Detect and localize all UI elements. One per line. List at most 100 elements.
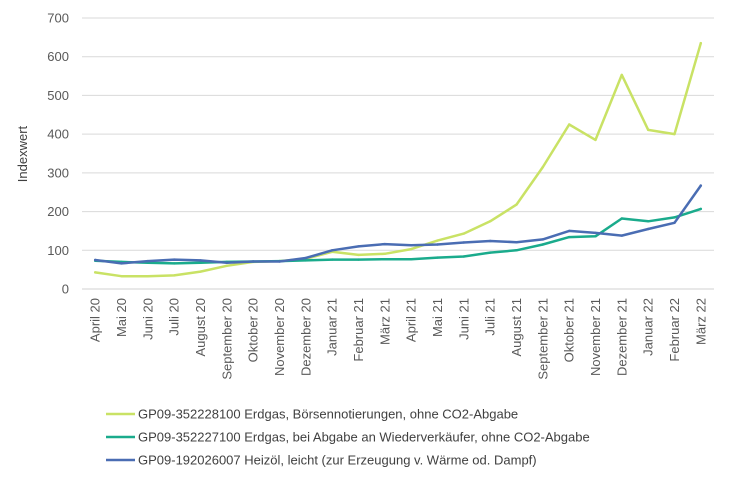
y-tick-label: 400 [47, 127, 69, 142]
data-point [357, 253, 360, 257]
x-tick-label: Oktober 21 [562, 298, 577, 362]
x-tick-label: Januar 22 [641, 298, 656, 356]
legend-item-3: GP09-192026007 Heizöl, leicht (zur Erzeu… [106, 453, 537, 468]
gridlines [82, 17, 714, 251]
y-tick-label: 300 [47, 165, 69, 180]
data-point [410, 244, 413, 247]
y-tick-label: 700 [47, 11, 69, 26]
data-point [225, 264, 228, 267]
data-point [489, 251, 492, 254]
x-tick-label: Juli 21 [483, 298, 498, 336]
data-point [620, 217, 623, 220]
data-point [568, 123, 571, 126]
data-point [699, 184, 702, 187]
data-point [620, 234, 623, 237]
x-tick-label: Oktober 20 [246, 298, 261, 362]
series-line-3 [93, 184, 703, 265]
data-point [699, 42, 702, 45]
data-point [410, 258, 413, 261]
data-point [199, 261, 202, 264]
x-tick-label: August 20 [193, 298, 208, 357]
x-tick-label: September 20 [219, 298, 234, 380]
data-point [173, 274, 176, 277]
series-lines [93, 41, 703, 278]
data-point [594, 138, 597, 142]
data-point [146, 275, 149, 278]
legend: GP09-352228100 Erdgas, Börsennotierungen… [106, 407, 590, 468]
x-tick-label: Juli 20 [167, 298, 182, 336]
y-tick-label: 600 [47, 49, 69, 64]
x-tick-label: Mai 20 [114, 298, 129, 337]
y-axis-ticks: 0 100 200 300 400 500 600 700 [47, 11, 69, 297]
data-point [146, 259, 149, 263]
x-tick-label: März 21 [377, 298, 392, 345]
x-tick-label: April 21 [404, 298, 419, 342]
data-point [647, 128, 650, 132]
data-point [173, 262, 176, 265]
x-tick-label: September 21 [535, 298, 550, 380]
x-tick-label: Dezember 20 [298, 298, 313, 376]
data-point [515, 203, 518, 206]
data-point [436, 239, 439, 242]
legend-item-1: GP09-352228100 Erdgas, Börsennotierungen… [106, 407, 518, 422]
x-tick-label: März 22 [693, 298, 708, 345]
data-point [568, 229, 571, 233]
data-point [304, 256, 307, 260]
data-point [383, 252, 386, 255]
data-point [331, 258, 334, 261]
data-point [436, 243, 439, 246]
y-tick-label: 0 [62, 282, 69, 297]
x-tick-label: November 20 [272, 298, 287, 376]
data-point [673, 132, 676, 136]
x-tick-label: Juni 21 [456, 298, 471, 340]
data-point [594, 231, 597, 235]
data-point [647, 227, 650, 231]
y-tick-label: 100 [47, 243, 69, 258]
data-point [120, 262, 123, 265]
data-point [304, 259, 307, 262]
data-point [225, 261, 228, 264]
data-point [515, 241, 518, 244]
data-point [199, 259, 202, 262]
x-tick-label: April 20 [88, 298, 103, 342]
y-axis-title: Indexwert [15, 125, 30, 182]
legend-label: GP09-352228100 Erdgas, Börsennotierungen… [138, 407, 518, 422]
data-point [383, 242, 386, 246]
legend-label: GP09-192026007 Heizöl, leicht (zur Erzeu… [138, 453, 537, 468]
data-point [568, 235, 571, 239]
data-point [462, 232, 465, 235]
data-point [94, 258, 97, 262]
data-point [489, 239, 492, 243]
data-point [699, 207, 702, 211]
data-point [436, 256, 439, 259]
data-point [410, 247, 413, 251]
data-point [357, 258, 360, 261]
data-point [515, 249, 518, 252]
data-point [541, 243, 544, 246]
data-point [462, 241, 465, 244]
data-point [278, 260, 281, 263]
data-point [252, 260, 255, 263]
y-tick-label: 500 [47, 88, 69, 103]
x-tick-label: Mai 21 [430, 298, 445, 337]
data-point [173, 258, 176, 261]
data-point [673, 216, 676, 219]
x-tick-label: November 21 [588, 298, 603, 376]
x-tick-label: August 21 [509, 298, 524, 357]
data-point [620, 73, 623, 77]
x-axis-ticks: April 20 Mai 20 Juni 20 Juli 20 August 20 Sep… [88, 298, 709, 380]
data-point [462, 255, 465, 258]
x-tick-label: Februar 22 [667, 298, 682, 362]
x-tick-label: Februar 21 [351, 298, 366, 362]
data-point [383, 258, 386, 261]
data-point [594, 235, 597, 238]
x-tick-label: Dezember 21 [614, 298, 629, 376]
legend-label: GP09-352227100 Erdgas, bei Abgabe an Wie… [138, 430, 590, 445]
data-point [199, 270, 202, 273]
data-point [120, 275, 123, 278]
legend-item-2: GP09-352227100 Erdgas, bei Abgabe an Wie… [106, 430, 590, 445]
data-point [331, 249, 334, 252]
data-point [489, 220, 492, 223]
series-line-1 [93, 41, 703, 278]
